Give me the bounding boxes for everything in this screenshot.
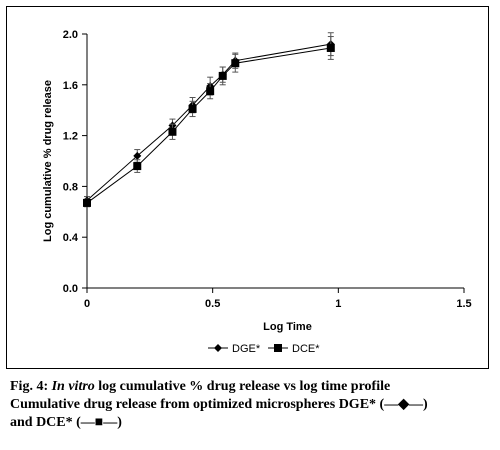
legend-marker (274, 344, 282, 352)
y-tick-label: 0.8 (63, 181, 78, 193)
series-1 (83, 36, 335, 208)
data-point (83, 198, 91, 207)
x-tick-label: 1 (335, 298, 341, 310)
series-line (86, 47, 331, 204)
x-tick-label: 0.5 (205, 298, 220, 310)
data-point (168, 127, 177, 136)
series-line (86, 43, 331, 201)
legend-marker (214, 344, 222, 352)
y-tick-label: 2.0 (63, 29, 78, 41)
legend-label: DGE* (232, 343, 261, 355)
series-layer (83, 32, 335, 208)
data-point (133, 151, 142, 160)
caption-line-2: Cumulative drug release from optimized m… (10, 397, 428, 412)
caption-line-1: Fig. 4: In vitro log cumulative % drug r… (10, 378, 495, 396)
data-point (231, 59, 240, 68)
y-tick-label: 0.0 (63, 283, 78, 295)
chart: 0.0 0.4 0.8 1.2 1.6 2.0 0 0.5 1 1.5 DGE* DCE* Log … (42, 29, 472, 355)
legend-label: DCE* (292, 343, 320, 355)
y-axis-title: Log cumulative % drug release (42, 80, 54, 242)
caption-italic: In vitro (51, 379, 95, 394)
y-tick-label: 1.2 (63, 131, 78, 143)
figure-frame: 0.0 0.4 0.8 1.2 1.6 2.0 0 0.5 1 1.5 DGE* DCE* Log … (6, 6, 489, 369)
y-tick-label: 0.4 (63, 232, 79, 244)
x-tick-label: 1.5 (456, 298, 471, 310)
axes: 0.0 0.4 0.8 1.2 1.6 2.0 0 0.5 1 1.5 (63, 29, 472, 310)
data-point (133, 162, 142, 171)
caption-line1-rest: log cumulative % drug release vs log tim… (94, 379, 391, 394)
caption-line-3: and DCE* (—■—) (10, 415, 122, 430)
legend: DGE* DCE* (208, 343, 320, 355)
figure-caption: Fig. 4: In vitro log cumulative % drug r… (10, 378, 495, 432)
data-point (218, 71, 227, 80)
data-point (326, 43, 335, 52)
y-tick-label: 1.6 (63, 80, 78, 92)
x-axis-title: Log Time (263, 321, 312, 333)
data-point (188, 104, 197, 113)
x-tick-label: 0 (84, 298, 90, 310)
data-point (206, 87, 215, 96)
caption-fig-label: Fig. 4: (10, 379, 52, 394)
